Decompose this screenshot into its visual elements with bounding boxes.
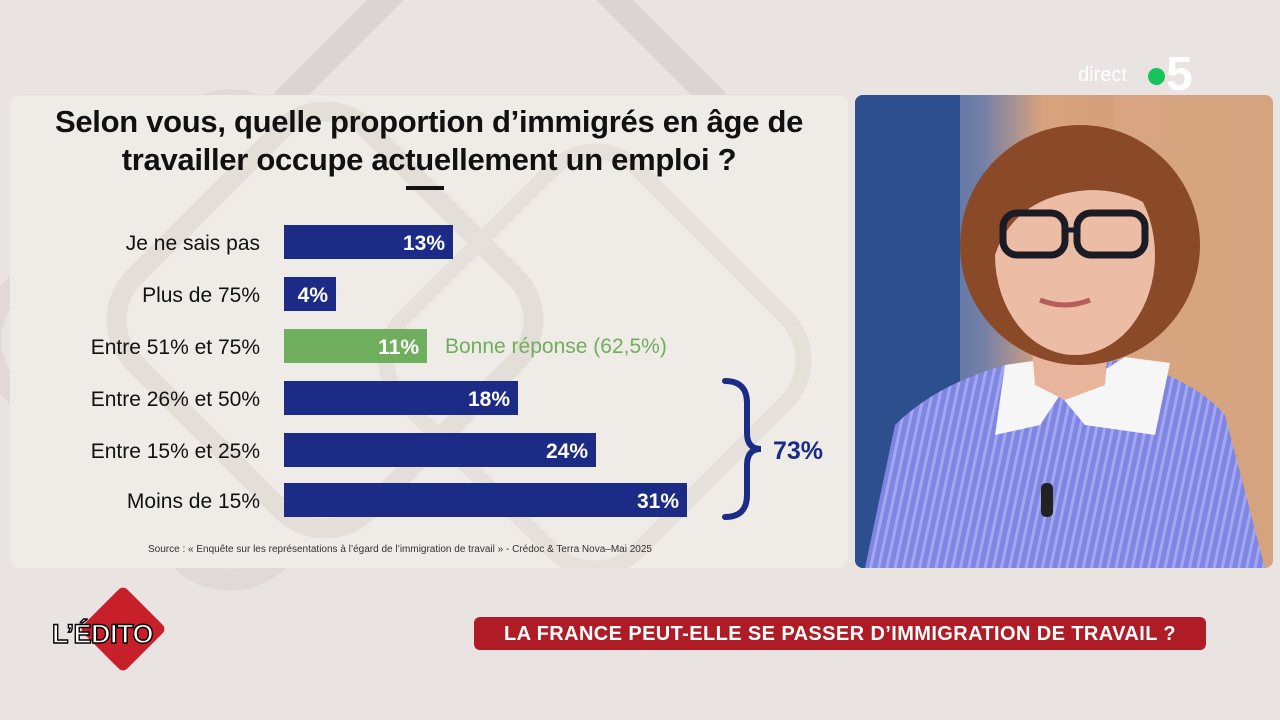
category-label: Entre 15% et 25%: [91, 440, 260, 463]
title-underline: [406, 186, 444, 190]
show-logo: L’ÉDITO: [51, 585, 182, 684]
chart-title-line-1: Selon vous, quelle proportion d’immigrés…: [54, 104, 804, 139]
live-label: direct: [1078, 64, 1127, 86]
presenter-image: [855, 95, 1273, 568]
category-label: Plus de 75%: [142, 284, 260, 307]
bar: [284, 433, 596, 467]
bar: [284, 277, 336, 311]
category-label: Entre 51% et 75%: [91, 336, 260, 359]
correct-answer-annotation: Bonne réponse (62,5%): [445, 335, 667, 358]
bar-value-label: 13%: [403, 232, 445, 255]
show-logo-text: L’ÉDITO: [51, 618, 154, 649]
chart-panel: Selon vous, quelle proportion d’immigrés…: [10, 95, 848, 568]
group-brace: [722, 378, 762, 520]
channel-number: 5: [1166, 48, 1193, 101]
live-dot-icon: [1148, 68, 1165, 85]
bar-value-label: 11%: [378, 336, 419, 359]
bar-value-label: 4%: [298, 284, 329, 307]
channel-logo: direct 5: [1078, 48, 1208, 101]
bar-chart: Je ne sais pas 13% Plus de 75% 4% Entre 51% …: [91, 225, 823, 520]
headline-ticker: LA FRANCE PEUT-ELLE SE PASSER D’IMMIGRAT…: [474, 617, 1206, 650]
category-label: Entre 26% et 50%: [91, 388, 260, 411]
bar: [284, 381, 518, 415]
bar: [284, 225, 453, 259]
chart-title: Selon vous, quelle proportion d’immigrés…: [10, 103, 848, 179]
bar: [284, 329, 427, 363]
bar-value-label: 18%: [468, 388, 510, 411]
presenter-video: [855, 95, 1273, 568]
bar: [284, 483, 687, 517]
bar-value-label: 31%: [637, 490, 679, 513]
bar-value-label: 24%: [546, 440, 588, 463]
group-total-label: 73%: [773, 437, 823, 465]
category-label: Je ne sais pas: [126, 232, 260, 255]
category-label: Moins de 15%: [127, 490, 260, 513]
chart-title-line-2: travailler occupe actuellement un emploi…: [121, 142, 737, 177]
chart-source: Source : « Enquête sur les représentatio…: [148, 544, 652, 555]
